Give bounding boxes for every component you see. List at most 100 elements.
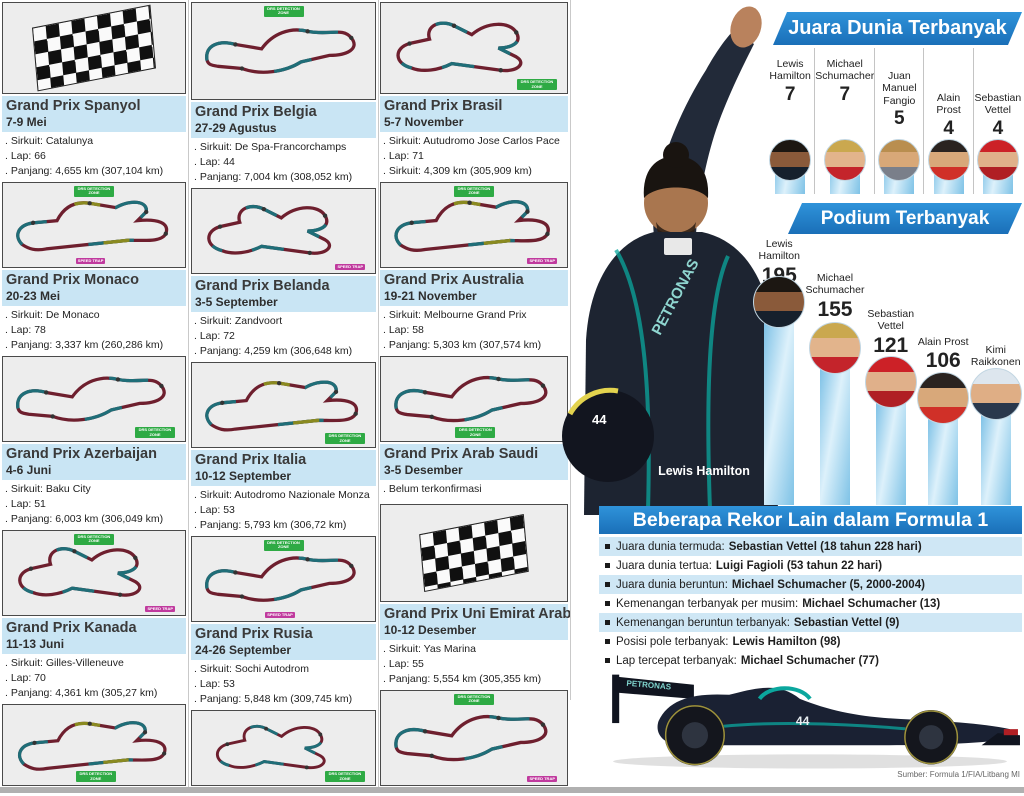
driver-avatar <box>864 356 917 408</box>
gp-card-spanyol: Grand Prix Spanyol 7-9 Mei . Sirkuit: Ca… <box>2 96 186 180</box>
circuit-map: DRS DETECTION ZONE SPEED TRAP <box>2 530 186 616</box>
circuit-outline-icon <box>17 720 168 771</box>
gp-detail: . Lap: 71 <box>383 149 424 162</box>
circuit-map: DRS DETECTION ZONE SPEED TRAP <box>380 690 568 786</box>
circuit-outline-icon <box>207 204 332 257</box>
drs-zone-label: DRS DETECTION ZONE <box>454 186 494 197</box>
gp-date: 10-12 September <box>195 468 292 483</box>
driver-name: Alain Prost <box>936 92 961 117</box>
drs-zone-label: DRS DETECTION ZONE <box>74 534 114 545</box>
drs-zone-label: DRS DETECTION ZONE <box>454 694 494 705</box>
gp-detail: . Lap: 53 <box>194 503 235 516</box>
gp-detail: . Sirkuit: Autodromo Nazionale Monza <box>194 489 370 502</box>
driver-value: 7 <box>839 83 851 105</box>
record-label: Juara dunia beruntun: <box>616 578 728 591</box>
checkered-flag <box>380 504 568 602</box>
juara-column: Sebastian Vettel 4 <box>972 48 1022 194</box>
drs-zone-label: DRS DETECTION ZONE <box>263 540 304 551</box>
car-team-text: PETRONAS <box>626 679 672 692</box>
juara-column: Lewis Hamilton 7 <box>766 48 814 194</box>
driver-name: Juan Manuel Fangio <box>882 70 917 107</box>
drs-zone-label: DRS DETECTION ZONE <box>325 771 365 782</box>
gp-card-australia: Grand Prix Australia 19-21 November . Si… <box>380 270 568 354</box>
gp-title: Grand Prix Arab Saudi <box>384 446 539 462</box>
gp-detail: . Panjang: 3,337 km (260,286 km) <box>5 338 164 351</box>
record-label: Juara dunia termuda: <box>616 540 725 553</box>
gp-detail: . Sirkuit: Melbourne Grand Prix <box>383 309 527 322</box>
circuit-outline-icon <box>394 198 552 253</box>
gp-column-2: DRS DETECTION ZONE Grand Prix Belgia 27-… <box>191 2 376 786</box>
circuit-outline-icon <box>205 555 356 602</box>
gp-detail: . Lap: 51 <box>5 497 46 510</box>
record-value: Luigi Fagioli (53 tahun 22 hari) <box>715 559 883 572</box>
gp-detail: . Lap: 72 <box>194 329 235 342</box>
gp-card-monaco: Grand Prix Monaco 20-23 Mei . Sirkuit: D… <box>2 270 186 354</box>
gp-detail: . Lap: 55 <box>383 657 424 670</box>
podium-column: Sebastian Vettel 121 <box>864 236 917 505</box>
driver-name: Sebastian Vettel <box>974 92 1022 117</box>
juara-column: Alain Prost 4 <box>923 48 972 194</box>
driver-name: Sebastian Vettel <box>867 308 915 333</box>
gp-title: Grand Prix Rusia <box>195 626 313 642</box>
gp-detail: . Sirkuit: Zandvoort <box>194 315 283 328</box>
value-bar <box>980 408 1011 505</box>
driver-avatar <box>878 139 921 181</box>
gp-date: 19-21 November <box>384 288 477 303</box>
record-row: Posisi pole terbanyak: Lewis Hamilton (9… <box>599 632 1022 651</box>
driver-value: 4 <box>943 117 954 139</box>
circuit-map: DRS DETECTION ZONE <box>2 356 186 442</box>
gp-card-kanada: Grand Prix Kanada 11-13 Juni . Sirkuit: … <box>2 618 186 702</box>
juara-column: Juan Manuel Fangio 5 <box>874 48 923 194</box>
value-bar <box>764 316 795 505</box>
juara-column: Michael Schumacher 7 <box>814 48 874 194</box>
gp-detail: . Sirkuit: Gilles-Villeneuve <box>5 657 124 670</box>
column-divider <box>570 0 571 700</box>
circuit-outline-icon <box>394 375 548 423</box>
driver-avatar <box>927 139 970 181</box>
gp-detail: . Sirkuit: Catalunya <box>5 135 94 148</box>
checkered-flag-icon <box>31 4 157 92</box>
gp-detail: . Sirkuit: Baku City <box>5 483 91 496</box>
gp-detail: . Panjang: 5,554 km (305,355 km) <box>383 672 542 685</box>
driver-name: Kimi Raikkonen <box>970 344 1021 369</box>
drs-zone-label: DRS DETECTION ZONE <box>517 79 557 90</box>
gp-card-uni-emirat-arab: Grand Prix Uni Emirat Arab 10-12 Desembe… <box>380 604 571 688</box>
driver-avatar <box>753 276 806 328</box>
driver-name: Michael Schumacher <box>805 272 865 297</box>
circuit-outline-icon <box>205 27 356 74</box>
gp-detail: . Sirkuit: Autudromo Jose Carlos Pace <box>383 135 560 148</box>
speed-trap-label: SPEED TRAP <box>335 263 365 270</box>
gp-title: Grand Prix Belgia <box>195 104 317 120</box>
source-credit: Sumber: Formula 1/FIA/Litbang MI <box>897 770 1020 779</box>
gp-card-arab-saudi: Grand Prix Arab Saudi 3-5 Desember . Bel… <box>380 444 568 502</box>
driver-avatar <box>917 372 970 424</box>
gp-detail: . Panjang: 4,655 km (307,104 km) <box>5 164 164 177</box>
record-row: Kemenangan terbanyak per musim: Michael … <box>599 594 1022 613</box>
gp-card-rusia: Grand Prix Rusia 24-26 September . Sirku… <box>191 624 376 708</box>
gp-column-3: DRS DETECTION ZONE Grand Prix Brasil 5-7… <box>380 2 571 786</box>
value-bar <box>875 396 906 505</box>
record-row: Juara dunia beruntun: Michael Schumacher… <box>599 575 1022 594</box>
bullet-icon <box>605 563 610 568</box>
gp-detail: . Belum terkonfirmasi <box>383 483 482 496</box>
gp-date: 11-13 Juni <box>6 636 65 651</box>
podium-column: Michael Schumacher 155 <box>805 236 865 505</box>
driver-avatar <box>769 139 812 181</box>
record-value: Michael Schumacher (77) <box>740 654 879 667</box>
gp-detail: . Panjang: 4,361 km (305,27 km) <box>5 686 158 699</box>
driver-avatar <box>969 368 1022 420</box>
gp-title: Grand Prix Belanda <box>195 278 330 294</box>
record-label: Kemenangan terbanyak per musim: <box>616 597 799 610</box>
gp-title: Grand Prix Brasil <box>384 98 503 114</box>
bullet-icon <box>605 582 610 587</box>
circuit-outline-icon <box>205 379 360 432</box>
drs-zone-label: DRS DETECTION ZONE <box>74 186 114 197</box>
circuit-map: DRS DETECTION ZONE <box>380 356 568 442</box>
gp-title: Grand Prix Monaco <box>6 272 139 288</box>
driver-avatar <box>823 139 866 181</box>
circuit-outline-icon <box>16 199 170 252</box>
podium-banner: Podium Terbanyak <box>788 203 1022 234</box>
record-label: Posisi pole terbanyak: <box>616 635 729 648</box>
gp-card-belgia: Grand Prix Belgia 27-29 Agustus . Sirkui… <box>191 102 376 186</box>
driver-name: Alain Prost <box>917 336 969 348</box>
